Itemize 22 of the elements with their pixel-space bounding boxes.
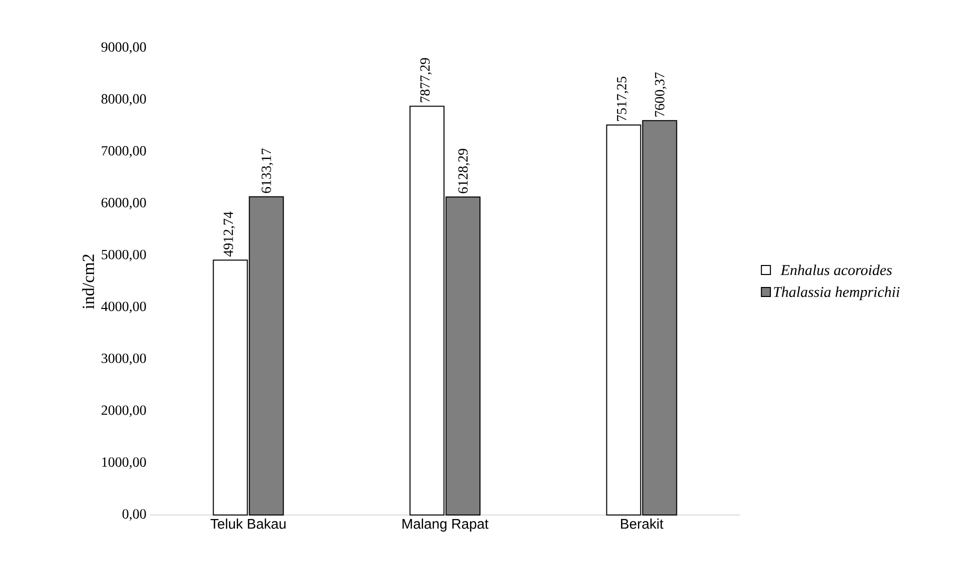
- legend-label: Thalassia hemprichii: [774, 286, 900, 300]
- data-label: 6128,29: [458, 148, 470, 194]
- y-tick-label: 8000,00: [102, 94, 146, 106]
- data-label: 7877,29: [420, 58, 432, 102]
- legend-label: Enhalus acoroides: [780, 264, 892, 276]
- data-label: 6133,17: [262, 148, 274, 193]
- y-tick-label: 0,00: [122, 509, 146, 521]
- y-tick-label: 4000,00: [101, 302, 146, 314]
- x-tick-label: Malang Rapat: [402, 518, 488, 532]
- y-tick-label: 7000,00: [102, 146, 146, 158]
- data-label: 7517,25: [616, 76, 628, 121]
- x-tick-label: Berakit: [621, 518, 664, 529]
- y-tick-label: 5000,00: [102, 250, 146, 262]
- x-tick-label: Teluk Bakau: [210, 518, 286, 529]
- y-tick-label: 9000,00: [101, 42, 146, 54]
- y-tick-label: 3000,00: [102, 354, 146, 366]
- data-label: 7600,37: [654, 72, 666, 117]
- y-axis-title: ind/cm2: [82, 254, 94, 309]
- data-label: 4912,74: [224, 212, 236, 257]
- y-tick-label: 2000,00: [102, 405, 146, 417]
- y-tick-label: 6000,00: [102, 198, 146, 210]
- y-tick-label: 1000,00: [102, 457, 146, 469]
